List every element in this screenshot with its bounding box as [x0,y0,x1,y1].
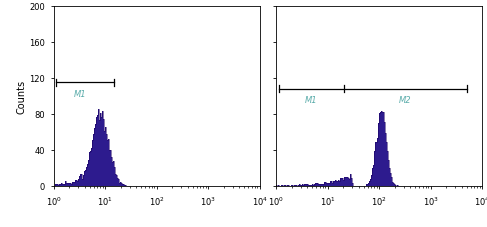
Y-axis label: Counts: Counts [17,79,27,114]
Text: M2: M2 [399,96,412,105]
Text: M1: M1 [74,89,86,98]
Text: M1: M1 [305,96,318,105]
